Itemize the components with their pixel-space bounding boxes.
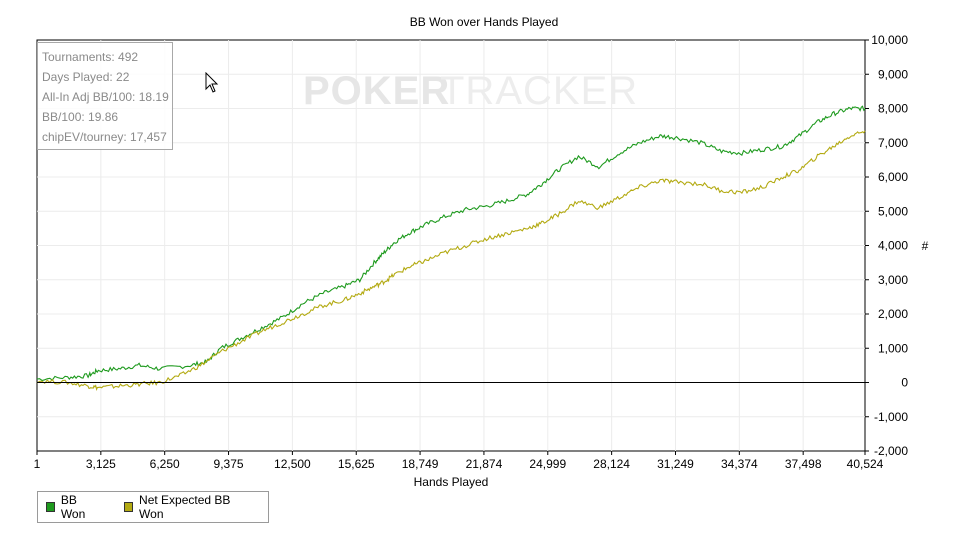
x-tick-label: 9,375 [214,457,244,471]
stats-tournaments: Tournaments: 492 [42,50,139,64]
x-tick-label: 6,250 [150,457,180,471]
y-axis: -2,000 -1,000 0 1,000 2,000 3,000 4,000 5,000 6,… [865,33,908,458]
y-tick-label: -1,000 [874,410,908,424]
y-tick-label: -2,000 [874,444,908,458]
poker-tracker-watermark: POKER TRACKER [303,69,638,113]
stats-chipev-tourney: chipEV/tourney: 17,457 [42,130,167,144]
y-tick-label: 7,000 [878,136,908,150]
y-tick-label: 9,000 [878,67,908,81]
chart-title: BB Won over Hands Played [410,15,559,29]
stats-days-played: Days Played: 22 [42,70,130,84]
x-tick-label: 1 [34,457,41,471]
y-axis-title: # [922,239,929,253]
stats-bb100: BB/100: 19.86 [42,110,119,124]
x-axis-title: Hands Played [414,475,489,489]
x-tick-label: 12,500 [274,457,311,471]
legend-item-net-expected[interactable]: Net Expected BB Won [124,493,242,521]
y-tick-label: 5,000 [878,204,908,218]
series-line-net-expected-bb-won [36,130,866,391]
x-tick-label: 40,524 [847,457,884,471]
y-tick-label: 1,000 [878,341,908,355]
series-layer [36,105,866,391]
legend-swatch-net-expected [124,502,134,512]
y-tick-label: 0 [901,376,908,390]
series-line-bb-won [36,105,866,382]
x-axis: 1 3,125 6,250 9,375 12,500 15,625 18,749 21,874… [34,451,884,471]
y-tick-label: 8,000 [878,102,908,116]
legend: BB Won Net Expected BB Won [37,491,269,523]
legend-label-bb-won: BB Won [60,493,86,521]
mouse-cursor-icon [205,72,219,93]
legend-label-net-expected: Net Expected BB Won [139,493,231,521]
y-tick-label: 4,000 [878,239,908,253]
x-tick-label: 21,874 [466,457,503,471]
x-tick-label: 34,374 [721,457,758,471]
x-tick-label: 3,125 [86,457,116,471]
watermark-poker: POKER [303,69,450,113]
x-tick-label: 15,625 [338,457,375,471]
stats-box: Tournaments: 492 Days Played: 22 All-In … [37,42,173,150]
watermark-tracker: TRACKER [440,69,638,113]
legend-swatch-bb-won [46,502,55,512]
y-tick-label: 3,000 [878,273,908,287]
x-tick-label: 28,124 [593,457,630,471]
y-tick-label: 6,000 [878,170,908,184]
legend-item-bb-won[interactable]: BB Won [46,493,98,521]
stats-allin-adj-bb100: All-In Adj BB/100: 18.19 [42,90,169,104]
y-tick-label: 10,000 [871,33,908,47]
x-tick-label: 18,749 [402,457,439,471]
x-tick-label: 31,249 [657,457,694,471]
x-tick-label: 24,999 [529,457,566,471]
y-tick-label: 2,000 [878,307,908,321]
x-tick-label: 37,498 [785,457,822,471]
